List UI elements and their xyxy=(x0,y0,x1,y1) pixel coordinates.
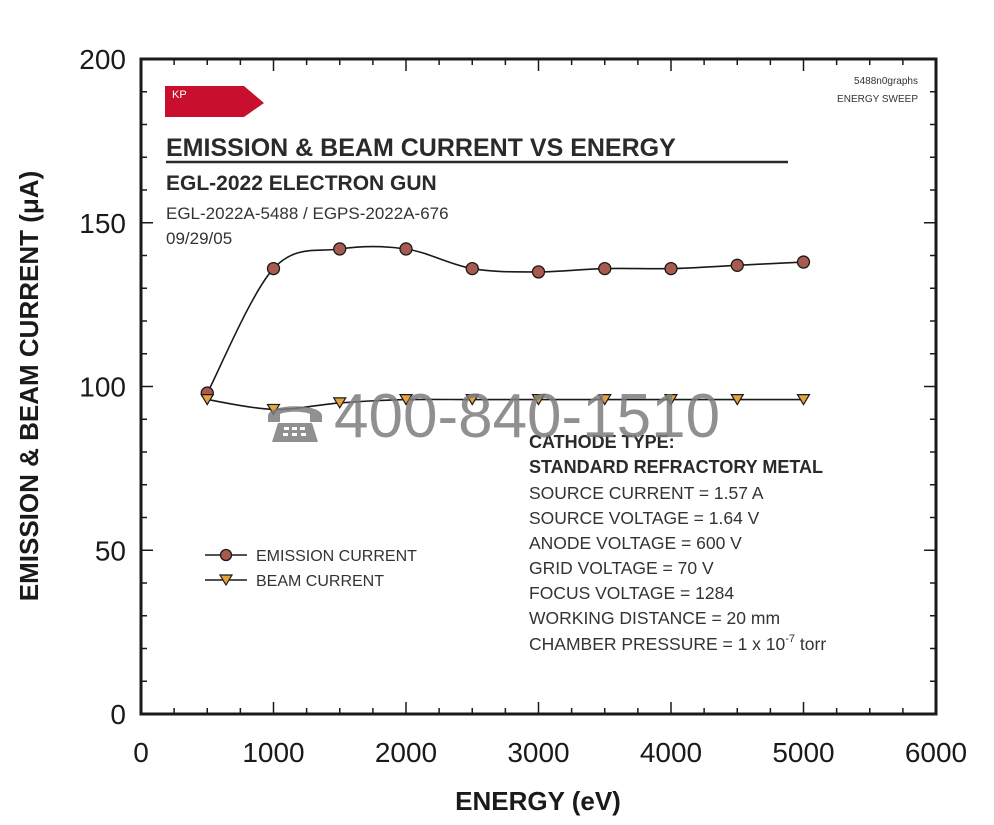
x-tick-label: 0 xyxy=(133,737,149,768)
data-point-beam xyxy=(332,397,347,410)
series-line-emission xyxy=(206,245,804,394)
cathode-heading-1: CATHODE TYPE: xyxy=(529,432,675,452)
data-point-emission xyxy=(465,261,479,276)
y-tick-label: 100 xyxy=(79,372,126,403)
data-point-beam xyxy=(796,394,811,406)
serial-numbers: EGL-2022A-5488 / EGPS-2022A-676 xyxy=(166,204,449,223)
corner-note-line-1: 5488n0graphs xyxy=(854,76,918,87)
x-tick-label: 4000 xyxy=(640,737,702,768)
x-tick-label: 2000 xyxy=(375,737,437,768)
chart-subtitle: EGL-2022 ELECTRON GUN xyxy=(166,172,437,195)
x-tick-label: 5000 xyxy=(772,737,834,768)
phone-watermark: 400-840-1510 xyxy=(268,382,720,451)
data-point-beam xyxy=(531,394,546,406)
data-point-emission xyxy=(796,255,811,269)
x-tick-label: 3000 xyxy=(507,737,569,768)
y-tick-label: 200 xyxy=(79,44,126,75)
legend-label-beam: BEAM CURRENT xyxy=(256,573,384,590)
x-tick-labels: 0 1000 2000 3000 4000 5000 6000 xyxy=(133,737,967,768)
y-axis-title: EMISSION & BEAM CURRENT (μA) xyxy=(14,171,44,601)
series-line-beam xyxy=(207,398,804,411)
legend-marker-emission xyxy=(219,548,233,562)
data-point-emission xyxy=(399,242,413,256)
phone-icon xyxy=(268,406,322,442)
data-point-beam xyxy=(597,394,612,406)
chart-title: EMISSION & BEAM CURRENT VS ENERGY xyxy=(166,134,676,162)
data-point-beam xyxy=(465,394,480,406)
data-point-beam xyxy=(730,394,745,406)
data-point-emission xyxy=(333,242,347,256)
logo-arrow-shape xyxy=(165,86,264,117)
legend-label-emission: EMISSION CURRENT xyxy=(256,548,417,565)
cathode-line-1: SOURCE CURRENT = 1.57 A xyxy=(529,483,764,503)
series-layer xyxy=(200,242,811,416)
data-point-emission xyxy=(266,261,281,276)
data-point-beam xyxy=(200,394,215,406)
y-tick-label: 0 xyxy=(110,699,126,730)
data-point-emission xyxy=(531,265,546,279)
data-point-beam xyxy=(663,394,679,406)
watermark-phone-number: 400-840-1510 xyxy=(334,382,720,451)
data-point-emission xyxy=(664,261,678,276)
corner-note-line-2: ENERGY SWEEP xyxy=(837,94,918,105)
legend-marker-beam xyxy=(218,574,234,587)
axis-ticks xyxy=(140,58,937,715)
pressure-prefix: CHAMBER PRESSURE = 1 x 10 xyxy=(529,634,786,654)
legend: EMISSION CURRENT BEAM CURRENT xyxy=(205,548,417,590)
data-point-emission xyxy=(598,261,612,276)
plot-frame xyxy=(139,57,938,716)
y-tick-label: 50 xyxy=(95,535,126,566)
cathode-line-3: ANODE VOLTAGE = 600 V xyxy=(529,533,742,553)
cathode-line-5: FOCUS VOLTAGE = 1284 xyxy=(529,583,734,603)
pressure-exponent: -7 xyxy=(785,633,795,645)
kp-logo: KP xyxy=(165,86,264,117)
logo-text: KP xyxy=(172,89,187,101)
cathode-heading-2: STANDARD REFRACTORY METAL xyxy=(529,457,823,477)
cathode-line-4: GRID VOLTAGE = 70 V xyxy=(529,558,714,578)
pressure-suffix: torr xyxy=(795,634,826,654)
cathode-line-6: WORKING DISTANCE = 20 mm xyxy=(529,608,780,628)
y-tick-labels: 0 50 100 150 200 xyxy=(79,44,126,730)
y-tick-label: 150 xyxy=(79,208,126,239)
data-point-beam xyxy=(398,394,414,406)
cathode-line-2: SOURCE VOLTAGE = 1.64 V xyxy=(529,508,760,528)
x-tick-label: 1000 xyxy=(242,737,304,768)
data-point-emission xyxy=(730,258,744,272)
x-tick-label: 6000 xyxy=(905,737,967,768)
cathode-pressure-line: CHAMBER PRESSURE = 1 x 10-7 torr xyxy=(529,633,826,654)
cathode-annotation: CATHODE TYPE: STANDARD REFRACTORY METAL … xyxy=(529,432,826,654)
x-axis-title: ENERGY (eV) xyxy=(455,786,621,816)
test-date: 09/29/05 xyxy=(166,229,232,248)
